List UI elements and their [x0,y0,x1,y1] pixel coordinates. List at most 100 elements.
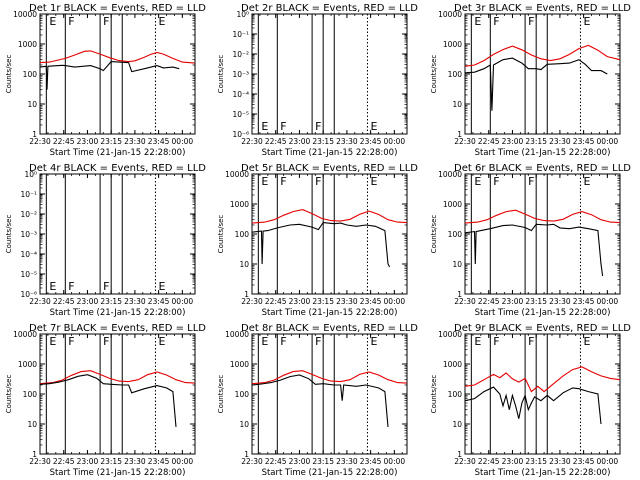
event-marker-letter: E [261,335,268,348]
x-tick-label: 23:45 [148,297,170,306]
panel-title: Det 8r BLACK = Events, RED = LLD [241,323,418,334]
x-tick-label: 23:15 [525,297,547,306]
y-tick-label: 10⁰ [236,10,249,19]
y-tick-label: 100 [23,70,38,79]
y-axis-label: Counts/sec [217,375,225,414]
x-tick-label: 22:30 [454,297,476,306]
x-tick-label: 22:30 [454,457,476,466]
event-marker-letter: F [493,175,499,188]
x-tick-label: 23:30 [124,137,146,146]
x-axis-label: Start Time (21-Jan-15 22:28:00) [262,468,398,478]
y-tick-label: 1 [32,130,37,139]
event-marker-letter: E [370,120,377,133]
y-tick-label: 10000 [438,10,462,19]
x-tick-label: 23:15 [312,457,334,466]
y-tick-label: 10000 [13,10,37,19]
event-marker-letter: F [68,15,74,28]
y-tick-label: 1 [457,290,462,299]
events-series-line [251,222,391,268]
y-tick-label: 1000 [443,200,462,209]
event-marker-letter: E [158,280,165,293]
x-tick-label: 00:00 [172,137,194,146]
x-tick-label: 22:45 [53,457,75,466]
y-tick-label: 1 [457,130,462,139]
x-tick-label: 22:45 [478,457,500,466]
x-tick-label: 23:15 [100,297,122,306]
y-axis-label: Counts/sec [5,375,13,414]
x-tick-label: 23:45 [573,137,595,146]
y-tick-label: 10 [27,420,37,429]
x-tick-label: 23:45 [148,137,170,146]
y-tick-label: 10 [239,420,249,429]
event-marker-letter: F [280,120,286,133]
x-tick-label: 00:00 [172,297,194,306]
x-tick-label: 22:30 [241,457,263,466]
event-marker-letter: F [103,15,109,28]
y-tick-label: 10⁻¹ [232,30,249,39]
event-marker-letter: F [280,335,286,348]
y-tick-label: 1000 [230,360,249,369]
detector-panel: Det 6r BLACK = Events, RED = LLD Counts/s… [430,163,631,318]
y-tick-label: 10⁻¹ [20,190,37,199]
x-tick-label: 23:45 [573,297,595,306]
y-tick-label: 1000 [18,40,37,49]
y-tick-label: 1 [32,450,37,459]
y-tick-label: 10 [452,260,462,269]
y-axis-label: Counts/sec [430,375,438,414]
y-tick-label: 10000 [13,330,37,339]
panel-title: Det 6r BLACK = Events, RED = LLD [454,163,631,174]
event-marker-letter: E [261,120,268,133]
detector-panel: Det 5r BLACK = Events, RED = LLD Counts/s… [217,163,418,318]
lld-series-line [251,370,408,385]
y-tick-label: 10000 [438,170,462,179]
x-axis-label: Start Time (21-Jan-15 22:28:00) [50,468,186,478]
events-series-line [39,374,177,427]
events-series-line [464,223,604,276]
event-marker-letter: F [493,335,499,348]
y-tick-label: 1 [244,290,249,299]
y-tick-label: 100 [23,390,38,399]
y-tick-label: 10 [452,100,462,109]
x-axis-label: Start Time (21-Jan-15 22:28:00) [262,308,398,318]
x-tick-label: 22:45 [478,297,500,306]
x-tick-label: 23:15 [100,457,122,466]
x-tick-label: 22:45 [265,297,287,306]
x-tick-label: 22:30 [241,297,263,306]
y-tick-label: 10⁻² [232,50,249,59]
detector-panel: Det 2r BLACK = Events, RED = LLD Counts/s… [217,3,418,158]
x-tick-label: 22:30 [241,137,263,146]
detector-panel: Det 8r BLACK = Events, RED = LLD Counts/s… [217,323,418,478]
y-tick-label: 10⁻² [20,210,37,219]
x-tick-label: 23:00 [77,457,99,466]
x-tick-label: 23:30 [336,137,358,146]
events-series-line [464,57,608,111]
y-tick-label: 100 [448,230,463,239]
x-tick-label: 23:30 [549,297,571,306]
event-marker-letter: F [315,335,321,348]
x-axis-label: Start Time (21-Jan-15 22:28:00) [50,308,186,318]
events-series-line [39,61,180,90]
y-tick-label: 100 [235,390,250,399]
lld-series-line [251,209,408,224]
x-axis-label: Start Time (21-Jan-15 22:28:00) [475,308,611,318]
y-tick-label: 10⁻⁴ [20,250,37,259]
event-marker-letter: E [49,15,56,28]
y-tick-label: 10 [452,420,462,429]
plot-frame [464,173,621,295]
event-marker-letter: E [474,335,481,348]
x-tick-label: 23:15 [312,137,334,146]
y-tick-label: 1 [457,450,462,459]
x-tick-label: 00:00 [597,137,619,146]
x-tick-label: 23:00 [502,297,524,306]
x-tick-label: 23:30 [124,297,146,306]
y-tick-label: 10 [27,100,37,109]
x-tick-label: 23:00 [289,297,311,306]
event-marker-letter: E [583,15,590,28]
y-tick-label: 1000 [443,40,462,49]
x-tick-label: 00:00 [384,457,406,466]
x-tick-label: 22:45 [478,137,500,146]
event-marker-letter: F [103,280,109,293]
x-tick-label: 23:15 [525,457,547,466]
y-tick-label: 10⁻⁵ [20,270,37,279]
x-tick-label: 22:45 [265,137,287,146]
